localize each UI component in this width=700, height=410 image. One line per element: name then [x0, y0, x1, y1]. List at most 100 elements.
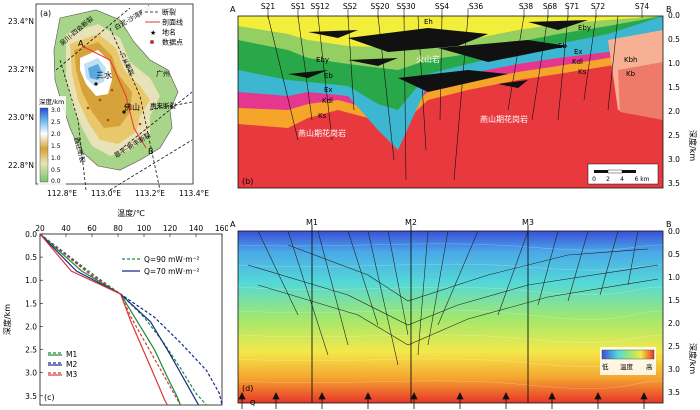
panel-c-plot: 20 40 60 80 100 120 140 160 0.0 0.5 1.0 1.5 2.0 2.5 3.…	[2, 208, 228, 406]
depth-tick: 1.5	[668, 296, 680, 305]
star-icon: ★	[150, 29, 156, 37]
legend-label: M1	[66, 350, 77, 359]
temperature-field	[238, 231, 663, 403]
colorbar-tick: 1.0	[51, 155, 61, 162]
legend-title: 温度	[620, 362, 634, 371]
series-line	[39, 233, 168, 406]
y-tick-label: 3.0	[25, 369, 37, 378]
fault-lines	[267, 15, 619, 181]
well-label: SS2	[343, 2, 358, 11]
panel-a-map: A B 三水 佛山 广州 吴川-四会断裂 广从断裂 白泥-沙湾断裂 惠来断裂 西…	[8, 3, 209, 198]
x-tick-label: 100	[137, 224, 152, 233]
depth-axis-label: 深度/km	[688, 343, 698, 374]
depth-tick: 2.0	[668, 107, 680, 116]
well-label: M1	[306, 218, 318, 227]
panel-c-label: (c)	[44, 393, 55, 402]
place-label: 三水	[96, 70, 112, 80]
well-label: S74	[635, 2, 650, 11]
volcanic-label: 火山岩	[416, 54, 440, 64]
colorbar-title: 深度/km	[39, 97, 64, 106]
well-label: SS12	[310, 2, 329, 11]
x-tick-label: 40	[61, 224, 71, 233]
x-tick-label: 60	[87, 224, 97, 233]
lon-tick: 113.0°E	[91, 189, 121, 198]
depth-axis-label: 深度/km	[688, 130, 698, 161]
unit-label: Eb	[324, 72, 333, 80]
depth-tick: 2.5	[668, 342, 680, 351]
scale-tick: 6 km	[634, 176, 649, 183]
granite-label: 燕山期花岗岩	[480, 114, 528, 124]
depth-tick: 0.5	[668, 35, 680, 44]
heat-flow-label: Q	[250, 399, 256, 407]
x-tick-label: 20	[35, 224, 45, 233]
legend-label: M2	[66, 360, 77, 369]
depth-tick: 0.0	[668, 227, 680, 236]
place-marker	[122, 110, 126, 114]
depth-tick: 3.5	[668, 388, 680, 397]
temperature-legend: 低 温度 高	[600, 347, 656, 375]
unit-label: Eh	[424, 18, 433, 26]
depth-tick: 3.0	[668, 365, 680, 374]
fault-lines	[247, 230, 659, 366]
panel-b-section: S21 SS1 SS12 SS2 SS20 SS30 SS4 S36 S38 S…	[230, 2, 698, 189]
well-lines	[311, 225, 529, 403]
x-tick-label: 160	[215, 224, 228, 233]
unit-label: Kbh	[624, 56, 637, 64]
well-label: S71	[565, 2, 580, 11]
colorbar-tick: 1.5	[51, 143, 61, 150]
unit-label: Ex	[324, 86, 333, 94]
lat-tick: 23.4°N	[8, 17, 34, 26]
place-label: 佛山	[124, 102, 140, 112]
y-tick-label: 2.5	[25, 346, 37, 355]
profile-end-b: B	[148, 147, 154, 156]
unit-label: Kdl	[572, 58, 583, 66]
profile-line	[81, 45, 147, 149]
colorbar-tick: 0.5	[51, 167, 61, 174]
profile-end-a: A	[78, 39, 84, 48]
well-label: SS30	[396, 2, 415, 11]
well-label: S38	[519, 2, 534, 11]
well-label: S68	[543, 2, 558, 11]
series-line	[39, 233, 207, 406]
depth-tick: 2.5	[668, 131, 680, 140]
y-tick-label: 0.5	[25, 253, 37, 262]
place-marker	[94, 82, 98, 86]
volcanic-lenses	[288, 20, 588, 92]
x-tick-label: 80	[113, 224, 123, 233]
plot-frame	[39, 233, 223, 406]
lat-tick: 22.8°N	[8, 161, 34, 170]
data-points	[86, 88, 142, 126]
colorbar-tick: 0.0	[51, 178, 61, 185]
legend-fault: 断裂	[162, 8, 176, 17]
x-tick-label: 120	[163, 224, 178, 233]
lon-tick: 112.8°E	[47, 189, 77, 198]
depth-tick: 3.0	[668, 155, 680, 164]
legend-label: Q=90 mW·m⁻²	[144, 255, 200, 264]
depth-axis: 0.0 0.5 1.0 1.5 2.0 2.5 3.0 3.5	[668, 227, 680, 397]
scale-bar: 0 2 4 6 km	[587, 163, 659, 185]
legend-place: 地名	[162, 28, 176, 37]
section-end-b: B	[666, 220, 672, 229]
well-label: S72	[591, 2, 606, 11]
legend-profile: 剖面线	[162, 18, 183, 27]
well-label: S21	[261, 2, 276, 11]
legend-low: 低	[602, 362, 609, 371]
y-axis-label: 深度/km	[2, 304, 12, 335]
panel-d-section: M1 M2 M3 A B Q (d) 低 温度 高	[230, 218, 698, 409]
legend-high: 高	[646, 362, 653, 371]
lat-tick: 23.2°N	[8, 65, 34, 74]
scale-tick: 2	[606, 176, 610, 183]
unit-label: Kb	[626, 70, 636, 78]
well-label: M2	[405, 218, 417, 227]
granite-label: 燕山期花岗岩	[298, 128, 346, 138]
depth-tick: 1.0	[668, 273, 680, 282]
colorbar-tick: 3.0	[51, 107, 61, 114]
legend-label: M3	[66, 370, 77, 379]
depth-tick: 3.5	[668, 179, 680, 188]
well-label: SS4	[435, 2, 450, 11]
series-line	[39, 233, 200, 406]
x-axis-label: 温度/℃	[117, 208, 145, 218]
depth-axis: 0.0 0.5 1.0 1.5 2.0 2.5 3.0 3.5	[668, 11, 680, 188]
lat-tick: 23.0°N	[8, 113, 34, 122]
y-tick-label: 2.0	[25, 322, 37, 331]
